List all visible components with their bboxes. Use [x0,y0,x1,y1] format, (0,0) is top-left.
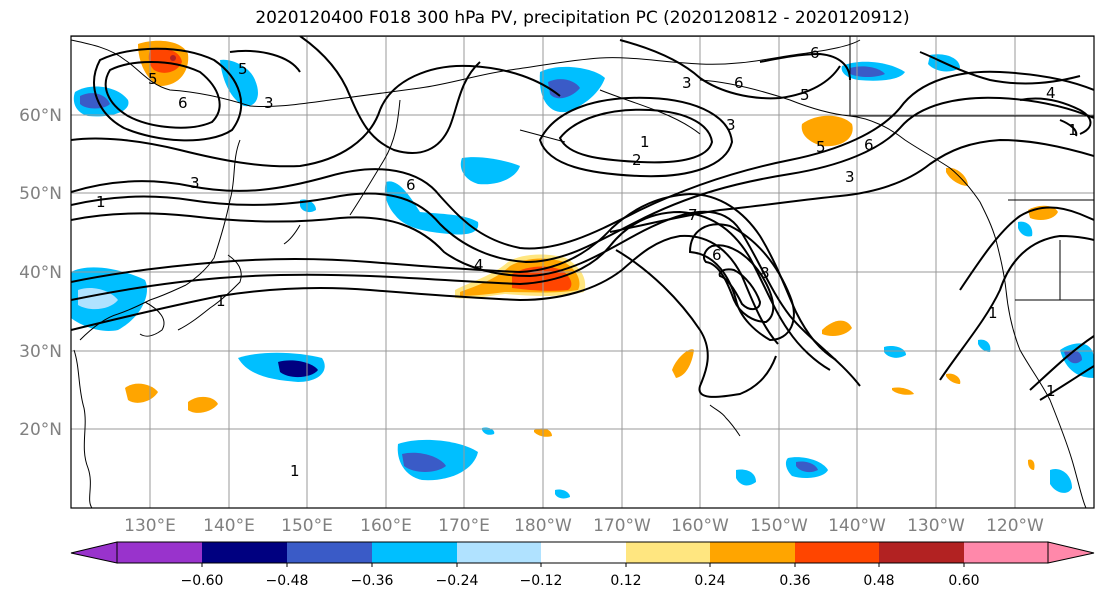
precip-negative-shading [71,54,1094,499]
colorbar-segment [372,542,457,563]
colorbar-tick-label: 0.12 [610,573,641,589]
lon-label: 150°E [281,516,333,536]
colorbar-segment [541,542,626,563]
contour-label: 6 [810,44,820,62]
colorbar-outline [116,541,1049,564]
colorbar-segment [710,542,795,563]
contour-label: 6 [178,94,188,112]
contour-label: 7 [688,206,698,224]
lon-label: 140°W [828,516,886,536]
latitude-axis: 60°N 50°N 40°N 30°N 20°N [19,106,62,440]
lon-label: 180°W [514,516,572,536]
colorbar-tick-label: 0.60 [948,573,979,589]
contour-label: 1 [1046,382,1056,400]
lat-label: 50°N [19,184,62,204]
colorbar-segment [202,542,287,563]
contour-label: 4 [474,256,484,274]
contour-label: 1 [988,304,998,322]
colorbar-tick-label: −0.24 [436,573,479,589]
colorbar-tick-label: −0.12 [520,573,563,589]
lon-label: 130°E [124,516,176,536]
lon-label: 170°E [438,516,490,536]
contour-label: 8 [760,264,770,282]
lat-label: 40°N [19,263,62,283]
colorbar-extend-max [1047,541,1095,564]
colorbar-tick-label: 0.36 [779,573,810,589]
longitude-axis: 130°E 140°E 150°E 160°E 170°E 180°W 170°… [124,516,1044,536]
lon-label: 170°W [593,516,651,536]
coastlines [71,36,1094,508]
lon-label: 130°W [907,516,965,536]
contour-label: 3 [682,74,692,92]
lon-label: 140°E [203,516,255,536]
contour-label: 5 [148,70,158,88]
contour-label: 3 [726,116,736,134]
colorbar-segment [457,542,541,563]
contour-label: 1 [96,193,106,211]
contour-label: 6 [734,74,744,92]
pv-contours [71,36,1094,401]
lat-label: 20°N [19,420,62,440]
colorbar-segment [964,542,1048,563]
colorbar-segment [117,542,202,563]
contour-label: 1 [640,133,650,151]
lon-label: 160°W [671,516,729,536]
contour-label: 4 [1046,84,1056,102]
map-frame [70,35,1095,509]
lat-label: 60°N [19,106,62,126]
contour-label: 5 [816,138,826,156]
lat-label: 30°N [19,342,62,362]
contour-label: 6 [864,136,874,154]
contour-label: 6 [406,176,416,194]
colorbar-tick-label: −0.48 [266,573,309,589]
contour-label: 6 [712,246,722,264]
lon-label: 150°W [750,516,808,536]
colorbar-extend-min [70,541,118,564]
contour-label: 3 [190,174,200,192]
colorbar-tick-label: 0.48 [863,573,894,589]
colorbar-tick-label: 0.24 [694,573,725,589]
contour-label: 5 [800,86,810,104]
contour-label-layer: 1 3 5 6 5 3 6 4 1 1 2 3 6 3 7 6 8 6 5 5 … [96,44,1078,480]
contour-label: 2 [632,151,642,169]
colorbar-tick-label: −0.60 [181,573,224,589]
contour-label: 5 [238,60,248,78]
contour-label: 3 [264,94,274,112]
colorbar-tick-label: −0.36 [351,573,394,589]
graticule [71,36,1094,508]
colorbar: −0.60 −0.48 −0.36 −0.24 −0.12 0.12 0.24 … [70,541,1095,589]
map-title: 2020120400 F018 300 hPa PV, precipitatio… [255,8,910,28]
lon-label: 120°W [986,516,1044,536]
contour-label: 3 [845,168,855,186]
contour-label: 1 [216,292,226,310]
lon-label: 160°E [360,516,412,536]
colorbar-segment [879,542,964,563]
contour-label: 1 [290,462,300,480]
colorbar-segment [287,542,372,563]
colorbar-segment [626,542,710,563]
colorbar-segment [795,542,879,563]
colorbar-ticks [201,563,965,567]
contour-label: 1 [1068,121,1078,139]
